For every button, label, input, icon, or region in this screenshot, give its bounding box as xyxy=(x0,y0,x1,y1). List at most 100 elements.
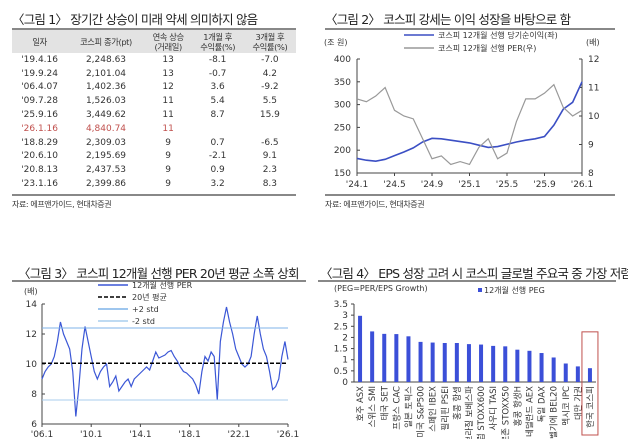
category-label: 독일 DAX xyxy=(538,386,548,423)
bar xyxy=(382,333,387,382)
fig2-bottom-rule xyxy=(325,194,615,196)
fig1-table: 일자 코스피 종가(pt) 연속 상승 (거래일) 1개월 후 수익률(%) 3개월 후… xyxy=(12,30,296,191)
table-cell: -8.1 xyxy=(208,54,227,65)
left-tick-label: 200 xyxy=(334,146,351,156)
left-tick-label: 250 xyxy=(334,123,351,133)
left-axis-unit: (조 원) xyxy=(324,38,348,47)
y-tick-label: 1.5 xyxy=(334,345,348,355)
table-row: '06.4.07 1,402.36 12 3.6 -9.2 xyxy=(12,81,296,95)
bar xyxy=(503,346,508,382)
table-cell: -2.1 xyxy=(208,151,227,162)
y-tick-label: 0.5 xyxy=(334,367,348,377)
table-cell: -9.2 xyxy=(261,82,279,93)
category-label: 미국 S&P500 xyxy=(417,386,427,438)
table-cell: 1,526.03 xyxy=(85,96,127,107)
fig1-top-rule xyxy=(12,28,296,30)
table-cell: 3.6 xyxy=(210,82,225,93)
table-cell: 4,840.74 xyxy=(85,123,127,134)
fig3-chart: (배) 6 8 10 12 14 '06.1 '10.1 '14.1 '18.1 '22.1 '26.… xyxy=(24,280,299,439)
right-axis-unit: (배) xyxy=(586,38,600,47)
bar xyxy=(454,343,459,382)
x-tick-label: '25.9 xyxy=(533,180,556,190)
table-cell: 15.9 xyxy=(259,110,280,121)
bar xyxy=(551,357,556,382)
bar xyxy=(515,349,520,382)
bar xyxy=(418,341,423,382)
table-row: '25.9.16 3,449.62 11 8.7 15.9 xyxy=(12,108,296,122)
bar xyxy=(587,368,592,382)
column-header: 연속 상승 (거래일) xyxy=(144,30,192,53)
category-label: 브라질 보베스파 xyxy=(464,386,475,439)
category-label: 홍콩 항셍 xyxy=(452,386,463,420)
bar xyxy=(430,342,435,382)
bar xyxy=(479,344,484,382)
table-cell: 13 xyxy=(162,54,174,65)
x-tick-label: '24.1 xyxy=(346,180,369,190)
left-tick-label: 400 xyxy=(334,55,351,65)
table-cell: 8.3 xyxy=(262,179,278,190)
table-cell: 11 xyxy=(162,123,174,134)
legend-swatch xyxy=(478,288,482,292)
table-cell: 8.7 xyxy=(210,110,225,121)
right-tick-label: 11 xyxy=(588,84,599,94)
bar xyxy=(394,334,399,382)
table-cell: 12 xyxy=(162,82,174,93)
bar xyxy=(491,345,496,382)
bar xyxy=(575,366,580,382)
y-tick-label: 3.5 xyxy=(334,300,348,310)
category-label: 일본 토픽스 xyxy=(403,386,414,428)
y-tick-label: 2.5 xyxy=(334,322,348,332)
x-tick-label: '25.5 xyxy=(496,180,519,190)
table-cell xyxy=(244,122,296,136)
bar xyxy=(466,344,471,382)
category-label: 프랑스 CAC xyxy=(391,386,402,430)
left-tick-label: 350 xyxy=(334,78,351,88)
table-cell: 0.9 xyxy=(210,165,225,176)
table-cell: 2.3 xyxy=(262,165,278,176)
y-tick-label: 6 xyxy=(31,420,37,430)
fig4-chart: (PEG=PER/EPS Growth) 12개월 선행 PEG 00.511.5 2… xyxy=(334,284,599,439)
y-tick-label: 2 xyxy=(342,333,348,343)
table-cell: 0.7 xyxy=(210,137,225,148)
table-cell: 2,399.86 xyxy=(85,179,127,190)
table-cell: 3,449.62 xyxy=(85,110,127,121)
fig1-title: 〈그림 1〉 장기간 상승이 미래 약세 의미하지 않음 xyxy=(12,12,258,27)
column-header: 일자 xyxy=(12,30,68,53)
table-cell xyxy=(192,122,244,136)
legend-label: 12개월 선행 PEG xyxy=(484,285,545,295)
table-cell: -7.0 xyxy=(261,54,279,65)
category-label: 스위스 SMI xyxy=(368,386,378,427)
y-tick-label: 3 xyxy=(342,311,348,321)
fig2-top-rule xyxy=(325,28,615,30)
category-label: 필리핀 PSEI xyxy=(440,386,451,431)
category-label: 멕시코 IPC xyxy=(561,386,572,426)
table-cell: '19.9.24 xyxy=(21,68,58,79)
table-cell: 2,248.63 xyxy=(85,54,127,65)
table-cell: '09.7.28 xyxy=(21,96,58,107)
right-tick-label: 12 xyxy=(588,55,599,65)
fig4-title: 〈그림 4〉 EPS 성장 고려 시 코스피 글로벌 주요국 중 가장 저렴 xyxy=(320,266,628,281)
per-line xyxy=(41,306,289,417)
y-tick-label: 1 xyxy=(342,356,348,366)
x-tick-label: '25.1 xyxy=(458,180,481,190)
category-label: 네덜란드 AEX xyxy=(524,386,535,437)
x-tick-label: '26.1 xyxy=(571,180,594,190)
highlight-box xyxy=(581,331,599,436)
right-tick-label: 9 xyxy=(588,141,594,151)
table-cell: 5.4 xyxy=(210,96,225,107)
right-tick-label: 8 xyxy=(588,169,594,179)
y-tick-label: 8 xyxy=(31,390,37,400)
category-label: 태국 SET xyxy=(380,385,390,420)
x-tick-label: '18.1 xyxy=(178,430,201,439)
x-tick-label: '14.1 xyxy=(129,430,152,439)
legend-label: 코스피 12개월 선행 당기순이익(좌) xyxy=(438,30,558,40)
table-row: '20.6.10 2,195.69 9 -2.1 9.1 xyxy=(12,150,296,164)
table-cell: '23.1.16 xyxy=(21,179,58,190)
column-header: 1개월 후 수익률(%) xyxy=(191,30,244,53)
table-cell: 2,437.53 xyxy=(85,165,127,176)
y-tick-label: 12 xyxy=(26,330,37,340)
table-row: '26.1.16 4,840.74 11 xyxy=(12,122,296,136)
table-row: '19.9.24 2,101.04 13 -0.7 4.2 xyxy=(12,67,296,81)
table-cell: '26.1.16 xyxy=(21,123,58,134)
table-row: '23.1.16 2,399.86 9 3.2 8.3 xyxy=(12,177,296,191)
